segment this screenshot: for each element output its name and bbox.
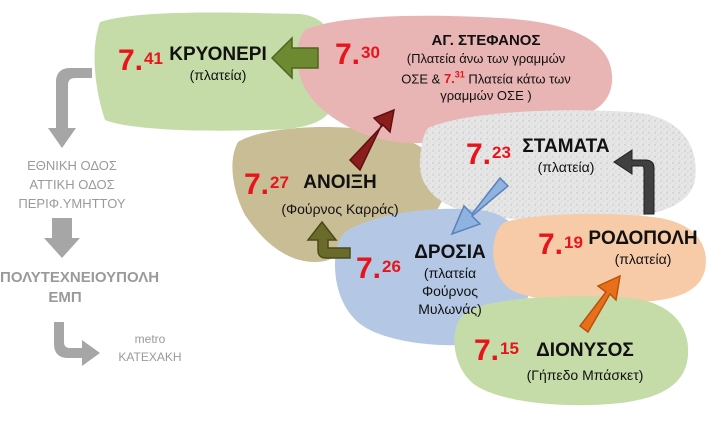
hour: 7. (474, 334, 500, 367)
hour: 7. (335, 38, 361, 71)
time-stamata: 7.23 (466, 140, 511, 170)
hour: 7. (118, 44, 144, 77)
minute: 27 (270, 173, 289, 192)
highway-line1: ΕΘΝΙΚΗ ΟΔΟΣ (27, 158, 117, 173)
stop-dionysos: ΔΙΟΝΥΣΟΣ (Γήπεδο Μπάσκετ) (520, 340, 650, 384)
metro-line1: metro (134, 332, 166, 346)
stop-place-line2-post: Πλατεία κάτω των (464, 71, 571, 87)
stop-name: ΑΝΟΙΞΗ (303, 172, 377, 193)
stop-name: ΑΓ. ΣΤΕΦΑΝΟΣ (431, 32, 541, 49)
time-drosia: 7.26 (356, 254, 401, 284)
stop-name: ΔΙΟΝΥΣΟΣ (536, 340, 634, 361)
time-kryoneri: 7.41 (118, 46, 163, 76)
stop-place-line2: ΟΣΕ & 7.31 Πλατεία κάτω των (386, 67, 586, 87)
region-dionysos (454, 296, 689, 406)
hour: 7. (538, 228, 564, 261)
region-rodopoli (493, 213, 706, 303)
stop-place: (πλατεία) (537, 159, 595, 175)
stop-place-line1: (Πλατεία άνω των γραμμών (406, 51, 566, 66)
stop-rodopoli: ΡΟΔΟΠΟΛΗ (πλατεία) (588, 228, 698, 268)
arrow-stamata-to-drosia (450, 176, 510, 236)
stop-place-line3: Μυλωνάς) (418, 301, 482, 317)
stop-name: ΣΤΑΜΑΤΑ (522, 136, 610, 157)
region-kryoneri (94, 12, 338, 131)
alt-time: 7.31 (443, 70, 465, 87)
stop-name: ΔΡΟΣΙΑ (414, 242, 486, 263)
route-arrow-1 (48, 68, 92, 148)
stop-kryoneri: ΚΡΥΟΝΕΡΙ (πλατεία) (168, 44, 268, 84)
destination-line1: ΠΟΛΥΤΕΧΝΕΙΟΥΠΟΛΗ (0, 269, 160, 286)
minute: 41 (144, 49, 163, 68)
stop-name: ΡΟΔΟΠΟΛΗ (588, 228, 698, 249)
time-anoixi: 7.27 (244, 170, 289, 200)
alt-hour: 7. (443, 71, 455, 87)
stop-anoixi: ΑΝΟΙΞΗ (Φούρνος Καρράς) (280, 172, 400, 218)
route-arrow-3 (54, 322, 100, 366)
arrow-anoixi-to-agstefanos (348, 108, 395, 172)
stop-drosia: ΔΡΟΣΙΑ (πλατεία Φούρνος Μυλωνάς) (400, 242, 500, 318)
arrow-drosia-to-anoixi (306, 220, 351, 259)
destination-line2: ΕΜΠ (48, 289, 82, 306)
minute: 26 (382, 257, 401, 276)
arrow-rodopoli-to-stamata (613, 149, 655, 215)
route-highways: ΕΘΝΙΚΗ ΟΔΟΣ ΑΤΤΙΚΗ ΟΔΟΣ ΠΕΡΙΦ.ΥΜΗΤΤΟΥ (12, 156, 132, 213)
hour: 7. (356, 252, 382, 285)
minute: 15 (500, 339, 519, 358)
stop-place-line2-pre: ΟΣΕ & (401, 71, 444, 87)
highway-line2: ΑΤΤΙΚΗ ΟΔΟΣ (29, 177, 115, 192)
stop-agstefanos: ΑΓ. ΣΤΕΦΑΝΟΣ (Πλατεία άνω των γραμμών ΟΣ… (386, 32, 586, 104)
hour: 7. (466, 138, 492, 171)
stop-place: (Φούρνος Καρράς) (281, 201, 399, 217)
route-metro: metro ΚΑΤΕΧΑΚΗ (110, 330, 190, 366)
stop-place-line1: (πλατεία (423, 265, 477, 281)
minute: 23 (492, 143, 511, 162)
stop-place: (πλατεία) (189, 67, 247, 83)
highway-line3: ΠΕΡΙΦ.ΥΜΗΤΤΟΥ (18, 196, 126, 211)
arrow-dionysos-to-rodopoli (578, 274, 621, 334)
metro-line2: ΚΑΤΕΧΑΚΗ (118, 350, 182, 364)
stop-place-line3: γραμμών ΟΣΕ ) (440, 88, 532, 104)
route-arrow-2 (44, 218, 80, 258)
route-destination: ΠΟΛΥΤΕΧΝΕΙΟΥΠΟΛΗ ΕΜΠ (0, 268, 160, 308)
stop-place: (Γήπεδο Μπάσκετ) (526, 367, 644, 383)
arrow-agstefanos-to-kryoneri (270, 36, 319, 80)
time-agstefanos: 7.30 (335, 40, 380, 70)
alt-minute: 31 (454, 70, 465, 80)
stop-stamata: ΣΤΑΜΑΤΑ (πλατεία) (516, 136, 616, 176)
stop-place-line2: Φούρνος (421, 283, 479, 299)
stop-place: (πλατεία) (614, 251, 672, 267)
time-rodopoli: 7.19 (538, 230, 583, 260)
minute: 19 (564, 233, 583, 252)
minute: 30 (361, 43, 380, 62)
stop-name: ΚΡΥΟΝΕΡΙ (169, 44, 267, 65)
hour: 7. (244, 168, 270, 201)
time-dionysos: 7.15 (474, 336, 519, 366)
